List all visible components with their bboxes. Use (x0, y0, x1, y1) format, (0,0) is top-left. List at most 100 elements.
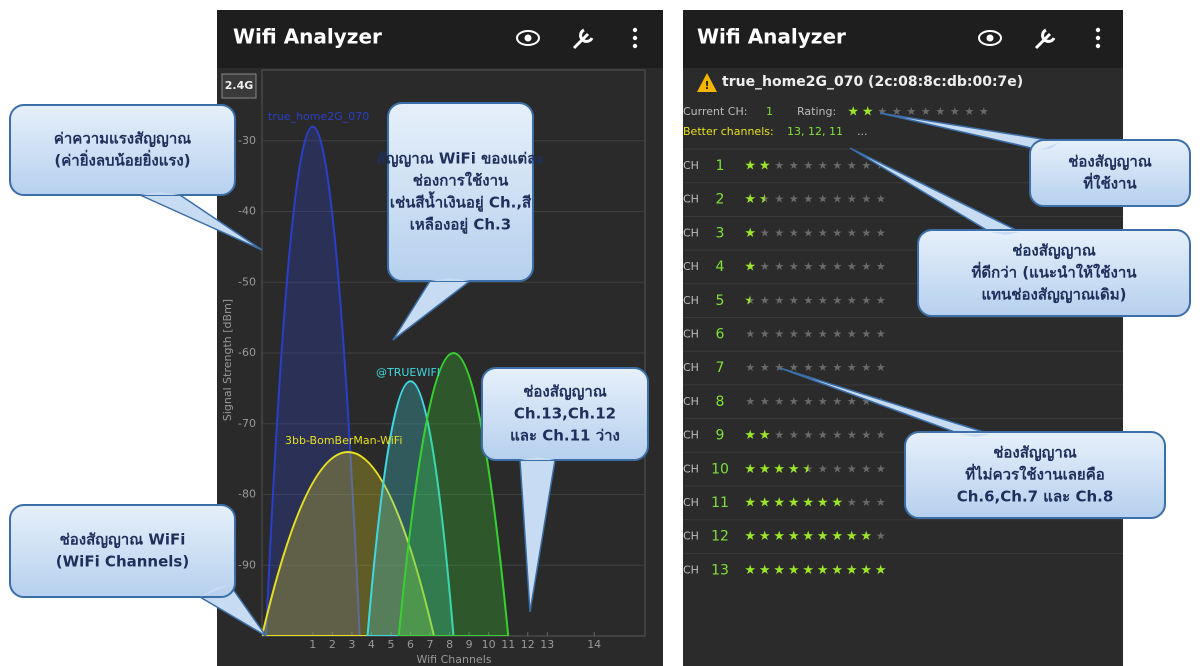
star: ★ (832, 294, 842, 307)
star: ★ (774, 361, 784, 374)
x-tick-label: 6 (407, 638, 414, 651)
warning-mark: ! (704, 79, 709, 92)
star: ★ (861, 159, 871, 172)
network-label: @TRUEWIFI (376, 366, 440, 379)
star: ★ (832, 462, 842, 475)
star: ★ (832, 395, 842, 408)
callout-text: ค่าความแรงสัญญาณ (54, 130, 191, 148)
star: ★ (861, 260, 871, 273)
star: ★ (817, 529, 829, 544)
star: ★ (759, 462, 771, 477)
callout: ค่าความแรงสัญญาณ(ค่ายิ่งลบน้อยยิ่งแรง) (10, 105, 262, 250)
x-tick-label: 14 (587, 638, 601, 651)
star: ★ (979, 105, 989, 118)
network-label: 3bb-BomBerMan-WiFi (285, 434, 402, 447)
star: ★ (744, 192, 756, 207)
star: ★ (861, 193, 871, 206)
star: ★ (744, 159, 756, 174)
star: ★ (818, 260, 828, 273)
star: ★ (773, 529, 785, 544)
star: ★ (774, 429, 784, 442)
star: ★ (760, 226, 770, 239)
star: ★ (760, 328, 770, 341)
callout-box (10, 105, 235, 195)
star: ★ (789, 193, 799, 206)
y-axis-label: Signal Strength [dBm] (221, 299, 234, 421)
star: ★ (818, 429, 828, 442)
star: ★ (832, 328, 842, 341)
star: ★ (876, 429, 886, 442)
star: ★ (818, 193, 828, 206)
callout-text: (WiFi Channels) (56, 553, 189, 571)
star: ★ (876, 328, 886, 341)
better-label: Better channels: (683, 125, 774, 138)
star: ★ (832, 260, 842, 273)
row-channel: 7 (716, 360, 725, 376)
star: ★ (744, 260, 756, 275)
star: ★ (744, 226, 756, 241)
star: ★ (789, 260, 799, 273)
star: ★ (861, 429, 871, 442)
y-tick-label: -90 (238, 558, 256, 571)
star: ★ (789, 294, 799, 307)
callout-text: ช่องสัญญาณ WiFi (60, 531, 186, 549)
star: ★ (759, 428, 771, 443)
callout-text: ที่ดีกว่า (แนะนำให้ใช้งาน (971, 262, 1137, 282)
star: ★ (847, 361, 857, 374)
star: ★ (818, 395, 828, 408)
better-more: ... (857, 125, 868, 138)
star: ★ (832, 429, 842, 442)
star: ★ (861, 361, 871, 374)
callout-text: ช่องสัญญาณ (1068, 153, 1152, 171)
callout-text: ช่องสัญญาณ (993, 444, 1077, 462)
star: ★ (803, 328, 813, 341)
row-label: CH (683, 530, 699, 543)
callout-text: แทนช่องสัญญาณเดิม) (982, 286, 1127, 304)
current-ch: 1 (766, 105, 773, 118)
callout-box (1030, 140, 1190, 206)
star: ★ (818, 361, 828, 374)
star: ★ (876, 260, 886, 273)
star: ★ (847, 462, 857, 475)
star: ★ (744, 529, 756, 544)
star: ★ (745, 328, 755, 341)
star: ★ (876, 496, 886, 509)
current-ch-label: Current CH: (683, 105, 747, 118)
callout-text: เหลืองอยู่ Ch.3 (410, 216, 511, 235)
star: ★ (847, 328, 857, 341)
star: ★ (759, 496, 771, 511)
row-label: CH (683, 462, 699, 475)
row-label: CH (683, 563, 699, 576)
star: ★ (760, 361, 770, 374)
star: ★ (861, 462, 871, 475)
star: ★ (774, 193, 784, 206)
x-tick-label: 1 (309, 638, 316, 651)
star: ★ (745, 395, 755, 408)
star: ★ (847, 159, 857, 172)
star: ★ (788, 563, 800, 578)
x-tick-label: 2 (329, 638, 336, 651)
menu-icon[interactable] (1096, 28, 1100, 48)
app-title: Wifi Analyzer (697, 25, 846, 49)
callout-text: สัญญาณ WiFi ของแต่ละ (377, 150, 545, 168)
star: ★ (847, 395, 857, 408)
better-channels: 13, 12, 11 (787, 125, 843, 138)
star: ★ (818, 462, 828, 475)
row-channel: 13 (711, 562, 729, 578)
star: ★ (847, 260, 857, 273)
callout-box (10, 505, 235, 597)
star: ★ (861, 226, 871, 239)
row-channel: 11 (711, 495, 729, 511)
menu-icon[interactable] (633, 28, 637, 48)
star: ★ (745, 361, 755, 374)
row-label: CH (683, 294, 699, 307)
star: ★ (803, 361, 813, 374)
network-label: true_home2G_070 (268, 110, 369, 123)
callout-text: ช่องสัญญาณ (523, 383, 607, 401)
star: ★ (876, 294, 886, 307)
row-label: CH (683, 260, 699, 273)
star: ★ (832, 193, 842, 206)
star: ★ (831, 529, 843, 544)
star: ★ (861, 496, 871, 509)
star: ★ (803, 260, 813, 273)
